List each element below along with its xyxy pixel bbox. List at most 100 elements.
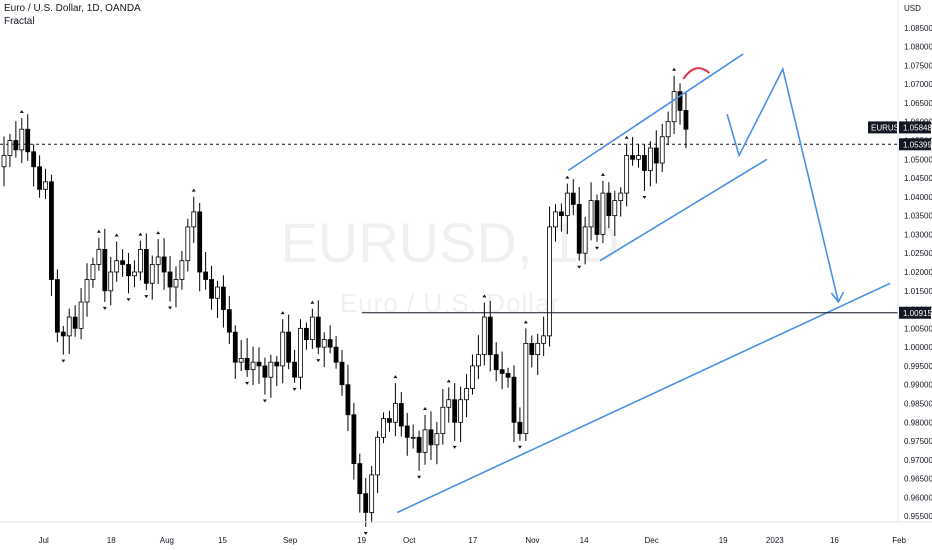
candle-body-up bbox=[1, 155, 7, 168]
candle bbox=[226, 295, 232, 345]
channel-lower-line bbox=[599, 158, 768, 262]
candle-body-down bbox=[143, 249, 149, 284]
candle bbox=[90, 257, 96, 288]
candle-body-down bbox=[493, 354, 499, 371]
candle-body-down bbox=[683, 110, 689, 130]
dashed-level-tag: 1.05399 bbox=[903, 140, 932, 149]
candle bbox=[1, 136, 7, 187]
candle-body-down bbox=[606, 192, 612, 217]
candle bbox=[327, 325, 333, 354]
time-axis[interactable]: Jul 18 Aug 15 Sep 19 Oct 17 Nov 14 Dec 19 2023 16 Feb bbox=[39, 536, 907, 545]
candle-body-up bbox=[624, 155, 630, 194]
candle bbox=[167, 255, 173, 310]
candle-body-down bbox=[25, 128, 31, 153]
price-axis[interactable]: 1.085001.080001.075001.070001.065001.060… bbox=[904, 24, 932, 521]
watermark-symbol: EURUSD, 1D bbox=[280, 211, 619, 274]
candle-body-down bbox=[416, 436, 422, 453]
projection-line bbox=[726, 66, 840, 303]
candle-body-up bbox=[665, 121, 671, 138]
candle-body-up bbox=[298, 327, 303, 378]
candle bbox=[54, 269, 60, 343]
candle-body-up bbox=[440, 406, 446, 434]
candle-body-down bbox=[487, 316, 493, 356]
fractal-down-marker bbox=[452, 445, 457, 449]
fractal-down-marker bbox=[61, 359, 66, 363]
fractal-up-marker bbox=[393, 375, 398, 379]
candle bbox=[49, 174, 54, 297]
candle bbox=[108, 256, 114, 306]
fractal-up-marker bbox=[310, 300, 315, 304]
price-tick: 0.97000 bbox=[904, 456, 932, 465]
candle-body-down bbox=[31, 151, 37, 168]
candle-body-up bbox=[422, 429, 428, 453]
candle bbox=[464, 374, 469, 418]
price-tick: 0.98500 bbox=[904, 399, 932, 408]
watermark-name: Euro / U.S. Dollar bbox=[340, 288, 560, 318]
candle bbox=[66, 308, 72, 355]
candle bbox=[232, 325, 238, 379]
candle-body-up bbox=[392, 403, 398, 423]
candle bbox=[215, 280, 220, 319]
candle-body-down bbox=[452, 399, 458, 423]
price-tick: 1.02000 bbox=[904, 268, 932, 277]
candle bbox=[280, 311, 286, 384]
candle-body-up bbox=[612, 200, 618, 217]
candle bbox=[339, 350, 345, 396]
candle bbox=[624, 135, 630, 207]
time-tick: 19 bbox=[357, 536, 366, 545]
fractal-down-marker bbox=[168, 306, 173, 310]
candle-body-up bbox=[564, 192, 570, 217]
candle-body-up bbox=[96, 249, 102, 265]
candles[interactable] bbox=[1, 67, 689, 535]
candle bbox=[286, 314, 292, 370]
price-tick: 0.98000 bbox=[904, 418, 932, 427]
candle-body-up bbox=[215, 286, 220, 299]
time-tick: Sep bbox=[283, 536, 298, 545]
candle-body-up bbox=[238, 358, 244, 363]
drawings[interactable] bbox=[362, 53, 898, 514]
candle-body-down bbox=[126, 264, 131, 277]
fractal-up-marker bbox=[191, 188, 196, 192]
candle bbox=[398, 392, 404, 437]
candle-body-down bbox=[197, 211, 203, 273]
fractal-down-marker bbox=[262, 399, 267, 403]
last-price-tag: 1.05848 bbox=[903, 123, 932, 132]
candle-body-up bbox=[582, 226, 588, 254]
candle bbox=[256, 347, 262, 384]
candle-body-down bbox=[13, 140, 19, 151]
candle-body-down bbox=[387, 418, 392, 423]
fractal-up-marker bbox=[482, 294, 487, 298]
candle-body-up bbox=[149, 264, 155, 284]
channel-upper-line bbox=[567, 53, 744, 172]
candle bbox=[173, 266, 179, 308]
support-level-tag: 1.00915 bbox=[903, 309, 932, 318]
candle-body-up bbox=[588, 200, 594, 228]
candle bbox=[345, 364, 351, 432]
candle-body-up bbox=[321, 339, 327, 348]
candle-body-down bbox=[642, 155, 647, 171]
candle-body-up bbox=[78, 301, 84, 329]
candle bbox=[541, 316, 547, 356]
candle-body-up bbox=[369, 474, 375, 513]
candle-body-down bbox=[511, 376, 517, 423]
candle-body-down bbox=[286, 331, 292, 363]
candle bbox=[369, 465, 375, 523]
candle bbox=[470, 354, 475, 395]
candle bbox=[659, 123, 665, 173]
candle bbox=[357, 453, 363, 513]
candle bbox=[7, 133, 13, 168]
price-tick: 1.03000 bbox=[904, 230, 932, 239]
candle bbox=[96, 229, 102, 271]
candle-body-down bbox=[161, 256, 167, 273]
candle-body-down bbox=[428, 429, 434, 446]
candle bbox=[120, 249, 125, 277]
price-tick: 1.05000 bbox=[904, 155, 932, 164]
dashed-level-tag-bg bbox=[899, 138, 931, 151]
candle-body-down bbox=[226, 309, 232, 333]
candle-body-down bbox=[677, 91, 683, 111]
candle-body-up bbox=[541, 335, 547, 344]
candle-body-up bbox=[671, 91, 677, 123]
candle-body-down bbox=[499, 369, 505, 374]
candle-body-up bbox=[309, 316, 315, 341]
